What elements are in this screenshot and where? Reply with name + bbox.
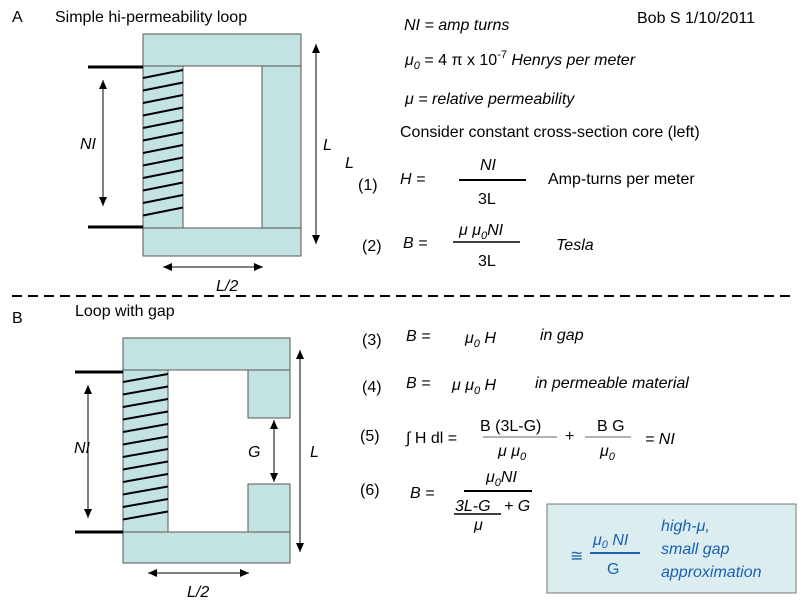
coil-winding xyxy=(142,181,184,192)
eq2-number: (2) xyxy=(362,238,382,255)
eq1-note: Amp-turns per meter xyxy=(548,171,695,188)
consider-note: Consider constant cross-section core (le… xyxy=(400,124,700,141)
eq2-lhs: B = xyxy=(403,235,427,252)
eq1-number: (1) xyxy=(358,177,378,194)
coil-winding xyxy=(122,485,169,496)
ni-label-a: NI xyxy=(80,136,97,153)
coil-winding xyxy=(142,106,184,117)
coil-winding xyxy=(142,94,184,104)
section-a-letter: A xyxy=(12,9,23,26)
coil-winding xyxy=(122,510,169,521)
eq5-frac2-numerator: B G xyxy=(597,418,625,435)
eq5-lhs: ∫ H dl = xyxy=(405,430,457,447)
coil-winding xyxy=(122,435,169,446)
equation-5: (5) ∫ H dl = B (3L-G) μ μ0 + B G μ0 = NI xyxy=(360,418,675,463)
coil-winding xyxy=(122,498,169,508)
eq5-plus: + xyxy=(565,428,574,445)
gap-label: G xyxy=(248,444,260,461)
height-label-a: L xyxy=(323,137,332,154)
coil-winding xyxy=(142,156,184,167)
coil-winding xyxy=(122,423,169,433)
eq3-lhs: B = xyxy=(406,328,430,345)
coil-winding xyxy=(122,410,169,421)
equation-4: (4) B = μ μ0 H in permeable material xyxy=(362,375,689,397)
eq4-lhs: B = xyxy=(406,375,430,392)
approximation-box-bg xyxy=(546,503,797,594)
coil-winding xyxy=(142,131,184,142)
def-ni: NI = amp turns xyxy=(404,17,509,34)
eq5-number: (5) xyxy=(360,428,380,445)
approximation-box: ≅ μ0 NI G high-μ, small gap approximatio… xyxy=(546,503,797,594)
approx-note-line1: high-μ, xyxy=(661,518,710,535)
eq6-denominator-mu: μ xyxy=(473,517,483,534)
eq1-denominator: 3L xyxy=(478,191,496,208)
coil-winding xyxy=(122,460,169,471)
coil-winding xyxy=(142,169,184,179)
def-mu: μ = relative permeability xyxy=(404,91,575,108)
stray-l-label: L xyxy=(345,155,354,172)
eq3-rhs: μ0 H xyxy=(464,330,496,350)
height-label-b: L xyxy=(310,444,319,461)
coil-winding xyxy=(142,206,184,217)
eq4-rhs: μ μ0 H xyxy=(451,377,497,397)
ni-label-b: NI xyxy=(74,440,91,457)
section-a-title: Simple hi-permeability loop xyxy=(55,9,247,26)
eq5-frac2-denominator: μ0 xyxy=(599,443,616,463)
eq5-frac1-denominator: μ μ0 xyxy=(497,443,527,463)
coil-b-windings xyxy=(122,373,169,521)
approx-note-line3: approximation xyxy=(661,564,762,581)
eq1-lhs: H = xyxy=(400,171,425,188)
width-label-b: L/2 xyxy=(187,584,209,600)
eq4-number: (4) xyxy=(362,379,382,396)
coil-winding xyxy=(142,69,184,79)
author-date: Bob S 1/10/2011 xyxy=(637,10,755,27)
equation-6: (6) B = μ0NI 3L-G + G μ xyxy=(360,469,532,534)
equation-2: (2) B = μ μ0NI 3L Tesla xyxy=(362,222,594,270)
section-b-letter: B xyxy=(12,310,23,327)
core-b-top-bar xyxy=(122,337,291,371)
equation-3: (3) B = μ0 H in gap xyxy=(362,327,584,350)
approx-equal-symbol: ≅ xyxy=(570,548,583,565)
eq4-note: in permeable material xyxy=(535,375,689,392)
core-a-top-bar xyxy=(142,33,302,67)
coil-winding xyxy=(122,448,169,458)
eq6-denominator-plus: + G xyxy=(504,498,530,515)
coil-winding xyxy=(142,144,184,154)
coil-winding xyxy=(122,373,169,383)
coil-winding xyxy=(122,398,169,408)
approx-numerator: μ0 NI xyxy=(592,532,629,551)
core-b-bottom-bar xyxy=(122,531,291,564)
width-label-a: L/2 xyxy=(216,278,238,295)
eq6-number: (6) xyxy=(360,482,380,499)
approx-note-line2: small gap xyxy=(661,541,730,558)
eq5-frac1-numerator: B (3L-G) xyxy=(480,418,541,435)
eq6-numerator: μ0NI xyxy=(485,469,517,489)
coil-winding xyxy=(142,81,184,92)
eq3-number: (3) xyxy=(362,332,382,349)
section-b-title: Loop with gap xyxy=(75,303,175,320)
core-b-upper-stub xyxy=(247,369,291,419)
core-a xyxy=(88,33,302,257)
eq2-denominator: 3L xyxy=(478,253,496,270)
eq6-lhs: B = xyxy=(410,485,434,502)
eq2-numerator: μ μ0NI xyxy=(458,222,504,242)
coil-a-windings xyxy=(142,69,184,217)
eq6-denominator-numerator: 3L-G xyxy=(455,498,491,515)
eq1-numerator: NI xyxy=(480,157,497,174)
eq3-note: in gap xyxy=(540,327,584,344)
core-a-right-leg xyxy=(261,65,302,229)
core-b-lower-stub xyxy=(247,483,291,533)
core-a-bottom-bar xyxy=(142,227,302,257)
coil-winding xyxy=(142,119,184,129)
equation-1: (1) H = NI 3L Amp-turns per meter xyxy=(358,157,695,208)
coil-winding xyxy=(142,194,184,204)
coil-winding xyxy=(122,385,169,396)
def-mu0: μ0 = 4 π x 10-7 Henrys per meter xyxy=(404,49,636,72)
core-b xyxy=(75,337,291,564)
eq5-result: = NI xyxy=(645,431,675,448)
coil-winding xyxy=(122,473,169,483)
approx-denominator: G xyxy=(607,561,619,578)
eq2-note: Tesla xyxy=(556,237,594,254)
